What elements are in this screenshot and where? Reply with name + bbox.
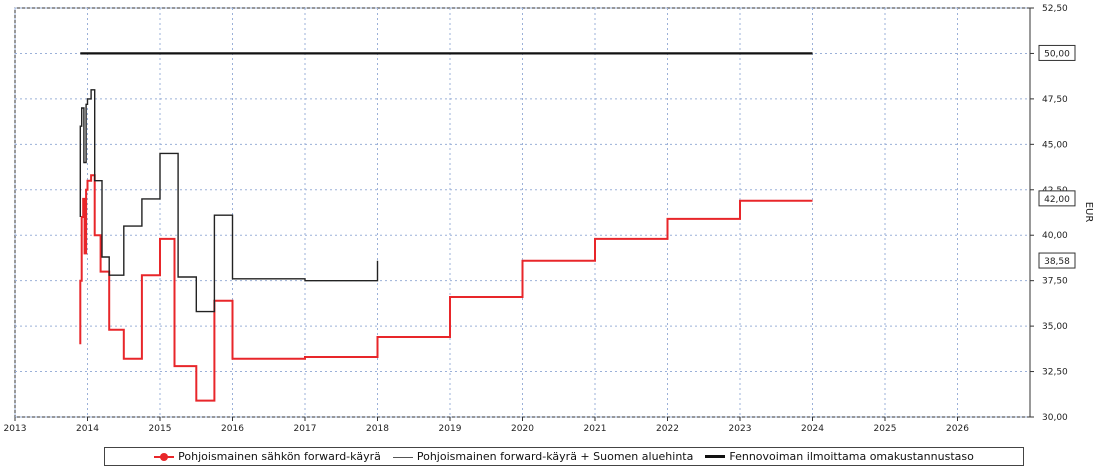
legend-swatch-red [154, 452, 175, 462]
legend-item-forward-curve: Pohjoismainen sähkön forward-käyrä [154, 450, 381, 463]
legend-item-fennovoima: Fennovoiman ilmoittama omakustannustaso [705, 450, 974, 463]
x-tick-label: 2020 [511, 424, 534, 434]
value-label-box: 38,58 [1038, 252, 1076, 269]
y-tick-label: 45,00 [1042, 140, 1068, 150]
legend-label: Fennovoiman ilmoittama omakustannustaso [729, 450, 974, 463]
legend-swatch-gray [392, 452, 413, 462]
x-tick-label: 2021 [584, 424, 607, 434]
x-tick-label: 2026 [946, 424, 969, 434]
x-tick-label: 2014 [76, 424, 99, 434]
legend-label: Pohjoismainen forward-käyrä + Suomen alu… [416, 450, 694, 463]
value-label-frame [1038, 44, 1076, 61]
y-tick-label: 52,50 [1042, 4, 1068, 14]
x-tick-label: 2015 [149, 424, 172, 434]
y-tick-label: 35,00 [1042, 322, 1068, 332]
x-tick-label: 2024 [801, 424, 824, 434]
x-tick-label: 2025 [874, 424, 897, 434]
x-axis: 2013 2014 2015 2016 2017 2018 2019 2020 2021 2022… [4, 417, 969, 434]
series-layer [79, 52, 813, 402]
y-tick-label: 37,50 [1042, 277, 1068, 287]
value-label-text: 50,00 [1044, 49, 1070, 59]
legend: Pohjoismainen sähkön forward-käyrä Pohjo… [104, 447, 1024, 466]
x-tick-label: 2017 [294, 424, 317, 434]
series-line-2 [79, 89, 379, 313]
legend-label: Pohjoismainen sähkön forward-käyrä [178, 450, 381, 463]
y-tick-label: 32,50 [1042, 368, 1068, 378]
value-label-frame [1038, 190, 1076, 207]
x-tick-label: 2016 [221, 424, 244, 434]
x-tick-label: 2019 [439, 424, 462, 434]
y-axis-label: EUR [1083, 202, 1094, 223]
x-tick-label: 2018 [366, 424, 389, 434]
value-label-box: 42,00 [1038, 190, 1076, 207]
y-axis: 52,5050,0047,5045,0042,5040,0037,5035,00… [1030, 4, 1068, 423]
legend-item-forward-plus-area: Pohjoismainen forward-käyrä + Suomen alu… [392, 450, 694, 463]
value-labels: 50,00 42,00 38,58 [1038, 44, 1076, 269]
value-label-box: 50,00 [1038, 44, 1076, 61]
value-label-text: 42,00 [1044, 195, 1070, 205]
legend-swatch-black [705, 452, 726, 462]
value-label-text: 38,58 [1044, 257, 1070, 267]
y-tick-label: 40,00 [1042, 231, 1068, 241]
y-tick-label: 47,50 [1042, 95, 1068, 105]
x-tick-label: 2023 [729, 424, 752, 434]
y-tick-label: 30,00 [1042, 413, 1068, 423]
series-line-1 [79, 174, 813, 402]
value-label-frame [1038, 252, 1076, 269]
x-tick-label: 2022 [656, 424, 679, 434]
x-tick-label: 2013 [4, 424, 27, 434]
